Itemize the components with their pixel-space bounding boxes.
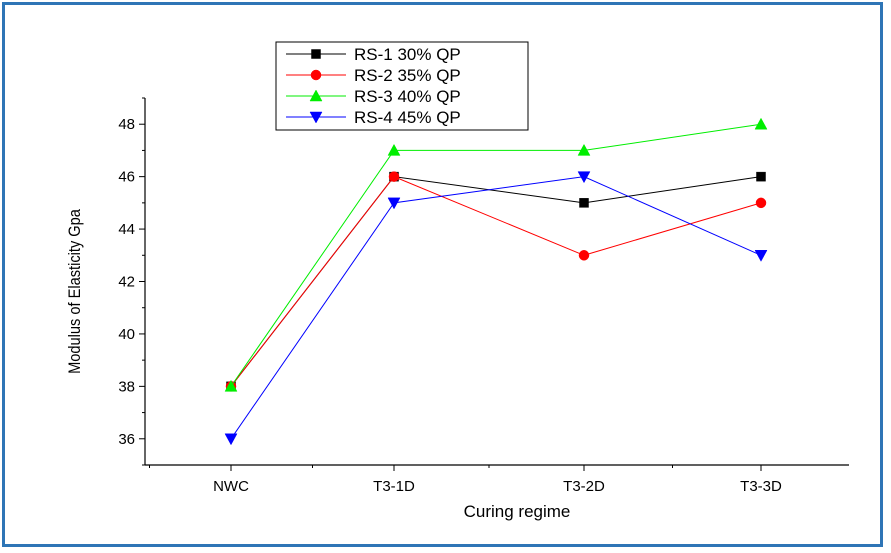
series-line — [230, 176, 762, 387]
legend-marker — [310, 69, 322, 81]
series-1 — [226, 171, 766, 392]
series-2 — [225, 171, 767, 392]
legend-item: RS-3 40% QP — [286, 87, 461, 106]
series-line — [230, 176, 762, 387]
series-4 — [224, 171, 768, 446]
x-tick-label: NWC — [213, 478, 249, 495]
data-point — [756, 171, 766, 182]
y-tick-label: 40 — [118, 326, 135, 343]
legend: RS-1 30% QP RS-2 35% QP RS-3 40% QP RS-4 45… — [275, 41, 529, 131]
y-tick-label: 38 — [118, 378, 135, 395]
legend-item: RS-4 45% QP — [286, 108, 461, 127]
legend-item: RS-1 30% QP — [286, 45, 461, 64]
y-tick-label: 36 — [118, 431, 135, 448]
legend-label: RS-2 35% QP — [354, 66, 461, 85]
legend-label: RS-1 30% QP — [354, 45, 461, 64]
series-line — [230, 176, 762, 440]
y-axis-title: Modulus of Elasticity Gpa — [66, 209, 84, 374]
x-axis-title: Curing regime — [464, 502, 571, 521]
legend-marker — [311, 49, 321, 59]
y-tick-label: 42 — [118, 274, 135, 291]
legend-label: RS-3 40% QP — [354, 87, 461, 106]
data-point — [577, 143, 591, 156]
axes: 36 38 40 42 44 46 48 NWC T3-1D T3-2D T3-3D Curing r… — [66, 97, 849, 521]
data-point — [577, 171, 591, 184]
legend-item: RS-2 35% QP — [286, 66, 461, 85]
series-3 — [224, 117, 768, 392]
x-tick-label: T3-1D — [373, 478, 415, 495]
x-tick-label: T3-2D — [563, 478, 605, 495]
data-point — [387, 143, 401, 156]
legend-marker — [309, 89, 323, 102]
data-point — [578, 250, 590, 261]
data-point — [755, 197, 767, 209]
y-tick-label: 46 — [118, 169, 135, 186]
legend-label: RS-4 45% QP — [354, 108, 461, 127]
y-tick-label: 48 — [118, 116, 135, 133]
legend-marker — [309, 111, 323, 124]
data-point — [224, 433, 238, 446]
x-tick-label: T3-3D — [740, 478, 782, 495]
data-point — [387, 197, 401, 210]
series-line — [230, 123, 762, 387]
data-point — [224, 379, 238, 392]
data-point — [754, 250, 768, 262]
y-tick-label: 44 — [118, 221, 135, 238]
data-point — [388, 171, 400, 182]
series-layer — [224, 117, 768, 446]
data-point — [754, 117, 768, 130]
data-point — [579, 198, 589, 208]
